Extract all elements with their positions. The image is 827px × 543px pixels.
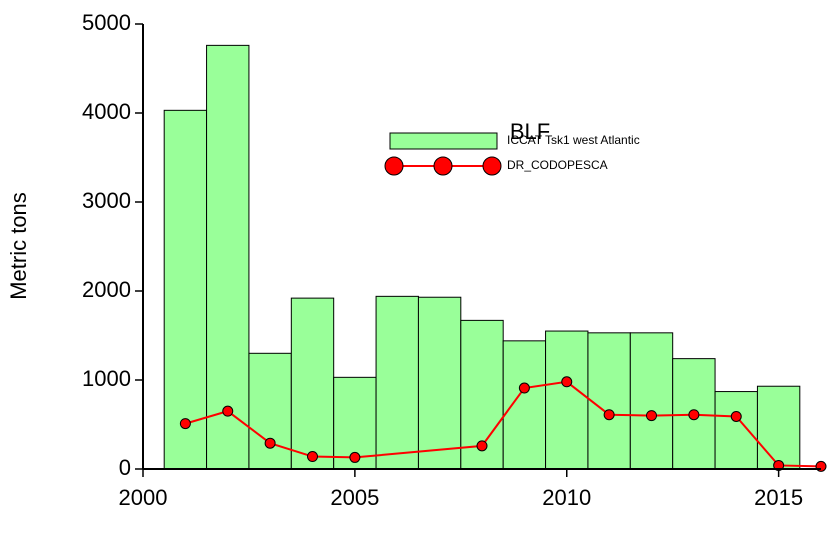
bar: [417, 296, 462, 470]
marker: [646, 410, 657, 422]
legend-marker: [384, 156, 404, 176]
marker: [307, 451, 318, 463]
marker: [730, 410, 742, 422]
y-axis-label: Metric tons: [6, 192, 31, 300]
legend-label: ICCAT Tsk1 west Atlantic: [507, 133, 640, 147]
x-tick-label: 2015: [754, 485, 803, 510]
y-tick-label: 2000: [82, 277, 131, 302]
bar: [587, 332, 631, 470]
y-tick-label: 3000: [82, 188, 131, 213]
marker: [349, 451, 361, 463]
marker: [179, 418, 191, 430]
legend-marker: [482, 156, 502, 176]
bar: [545, 330, 589, 470]
y-tick-label: 5000: [82, 10, 131, 35]
marker: [603, 409, 615, 421]
x-tick-label: 2005: [330, 485, 379, 510]
bar: [629, 332, 674, 470]
bar: [756, 385, 801, 470]
marker: [476, 440, 488, 452]
bar: [502, 340, 547, 470]
legend-marker: [433, 156, 453, 176]
y-tick-label: 4000: [82, 99, 131, 124]
marker: [688, 409, 700, 421]
bar: [290, 297, 335, 470]
bar: [248, 352, 292, 470]
bar: [714, 391, 758, 470]
bar: [163, 109, 208, 470]
marker: [518, 382, 530, 394]
x-tick-label: 2010: [542, 485, 591, 510]
legend-title: BLF: [510, 119, 550, 144]
marker: [264, 437, 276, 449]
legend-swatch: [389, 132, 498, 150]
y-tick-label: 1000: [82, 366, 131, 391]
bar: [206, 44, 250, 470]
marker: [561, 376, 573, 388]
y-tick-label: 0: [119, 455, 131, 480]
legend-label: DR_CODOPESCA: [507, 158, 608, 172]
marker: [222, 405, 234, 417]
line: [185, 380, 822, 468]
bar: [375, 295, 419, 470]
x-tick-label: 2000: [119, 485, 168, 510]
